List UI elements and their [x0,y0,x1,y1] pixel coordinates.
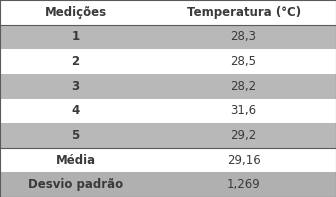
Bar [0,49,336,74]
Text: 4: 4 [72,104,80,117]
Text: 31,6: 31,6 [230,104,257,117]
Bar [0,172,336,197]
Text: 5: 5 [72,129,80,142]
Bar [0,25,336,49]
Text: 2: 2 [72,55,80,68]
Text: 29,16: 29,16 [227,154,260,166]
Text: Medições: Medições [45,6,107,19]
Bar [0,98,336,123]
Text: Temperatura (°C): Temperatura (°C) [186,6,301,19]
Bar [0,74,336,98]
Bar [0,148,336,172]
Text: 29,2: 29,2 [230,129,257,142]
Text: 1,269: 1,269 [227,178,260,191]
Text: 1: 1 [72,31,80,43]
Text: 28,2: 28,2 [230,80,257,93]
Bar [0,123,336,148]
Bar [0,0,336,25]
Text: 28,3: 28,3 [230,31,257,43]
Text: Desvio padrão: Desvio padrão [28,178,123,191]
Text: 3: 3 [72,80,80,93]
Text: 28,5: 28,5 [230,55,257,68]
Text: Média: Média [55,154,96,166]
